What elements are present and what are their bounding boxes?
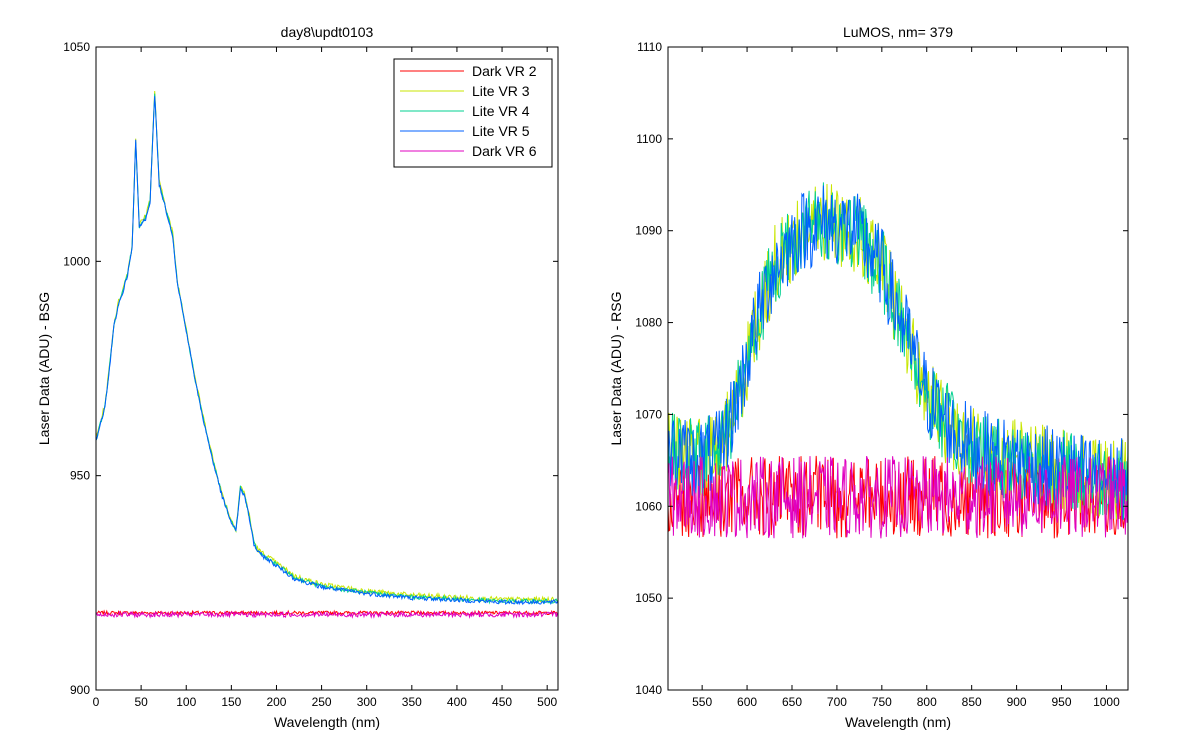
y-axis-label: Laser Data (ADU) - BSG (36, 292, 52, 445)
y-tick-label: 950 (70, 469, 90, 483)
x-tick-label: 100 (176, 695, 196, 709)
chart-title: day8\updt0103 (281, 24, 374, 40)
plot-frame (667, 46, 1129, 691)
legend: Dark VR 2 Lite VR 3 Lite VR 4 Lite VR 5 Dark… (393, 58, 553, 168)
x-tick-label: 0 (93, 695, 100, 709)
y-tick-label: 1040 (635, 683, 662, 697)
y-tick-label: 1050 (63, 40, 90, 54)
y-tick-label: 900 (70, 683, 90, 697)
chart-panel-1: 0 50 100 150 200 250 300 350 400 450 500 900 950 1000… (36, 24, 559, 730)
y-tick-label: 1090 (635, 224, 662, 238)
chart-panel-2: 550 600 650 700 750 800 850 900 950 1000 1040 1050 1… (608, 24, 1129, 730)
legend-label: Lite VR 4 (472, 103, 530, 119)
x-axis-label: Wavelength (nm) (274, 714, 380, 730)
x-tick-label: 400 (447, 695, 467, 709)
y-tick-label: 1110 (637, 40, 662, 54)
plot-frame (95, 46, 559, 691)
series-line-dark-vr-6 (96, 610, 558, 619)
legend-label: Dark VR 6 (472, 143, 537, 159)
legend-label: Lite VR 5 (472, 123, 530, 139)
x-tick-label: 1000 (1093, 695, 1120, 709)
y-tick-label: 1050 (635, 591, 662, 605)
x-tick-label: 150 (221, 695, 241, 709)
x-axis-label: Wavelength (nm) (845, 714, 951, 730)
x-tick-label: 800 (917, 695, 937, 709)
x-tick-label: 450 (492, 695, 512, 709)
series-group (96, 90, 558, 619)
series-line-4 (668, 185, 1128, 520)
chart-title: LuMOS, nm= 379 (843, 24, 953, 40)
y-tick-label: 1000 (63, 254, 90, 268)
legend-box (393, 58, 553, 168)
y-axis-label: Laser Data (ADU) - RSG (608, 291, 624, 445)
x-tick-label: 350 (402, 695, 422, 709)
y-tick-label: 1080 (635, 316, 662, 330)
y-tick-label: 1100 (636, 132, 662, 146)
legend-label: Dark VR 2 (472, 63, 537, 79)
x-tick-label: 500 (537, 695, 557, 709)
legend-label: Lite VR 3 (472, 83, 530, 99)
x-tick-label: 650 (782, 695, 802, 709)
x-tick-label: 700 (827, 695, 847, 709)
x-tick-label: 550 (692, 695, 712, 709)
y-tick-label: 1060 (635, 499, 662, 513)
x-tick-label: 300 (357, 695, 377, 709)
x-tick-label: 950 (1052, 695, 1072, 709)
series-line-5 (668, 456, 1128, 539)
x-tick-label: 600 (737, 695, 757, 709)
x-tick-label: 250 (312, 695, 332, 709)
series-line-lite-vr-5 (96, 96, 558, 606)
x-tick-label: 200 (266, 695, 286, 709)
x-tick-label: 750 (872, 695, 892, 709)
y-tick-label: 1070 (635, 407, 662, 421)
x-tick-label: 850 (962, 695, 982, 709)
x-tick-label: 50 (134, 695, 148, 709)
series-group (668, 182, 1128, 539)
x-tick-label: 900 (1007, 695, 1027, 709)
series-line-lite-vr-3 (96, 90, 558, 604)
series-line-lite-vr-4 (96, 93, 558, 605)
